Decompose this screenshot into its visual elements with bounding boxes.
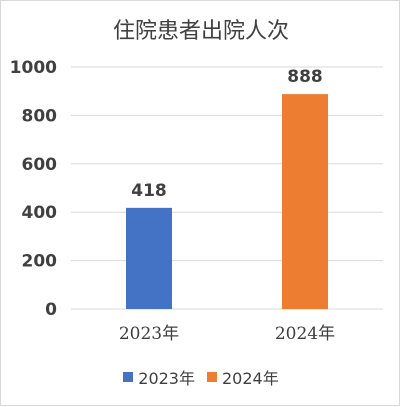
data-label: 888 [287, 67, 323, 87]
legend-item-2024: 2024年 [207, 365, 279, 389]
y-tick-label: 200 [22, 252, 58, 272]
y-tick-label: 600 [22, 155, 58, 175]
data-label: 418 [131, 181, 167, 201]
chart-title: 住院患者出院人次 [112, 19, 289, 44]
bar [126, 207, 172, 309]
chart-legend: 2023年 2024年 [1, 365, 400, 389]
legend-label-2024: 2024年 [222, 369, 279, 388]
x-tick-label: 2024年 [275, 324, 335, 344]
legend-item-2023: 2023年 [123, 365, 195, 389]
legend-label-2023: 2023年 [138, 369, 195, 388]
bar [282, 94, 328, 309]
y-tick-label: 800 [22, 106, 58, 126]
x-tick-label: 2023年 [119, 324, 179, 344]
y-tick-label: 0 [45, 300, 57, 320]
legend-swatch-2024 [207, 372, 217, 382]
y-tick-label: 1000 [10, 58, 57, 78]
legend-swatch-2023 [123, 372, 134, 382]
y-tick-label: 400 [22, 203, 58, 223]
